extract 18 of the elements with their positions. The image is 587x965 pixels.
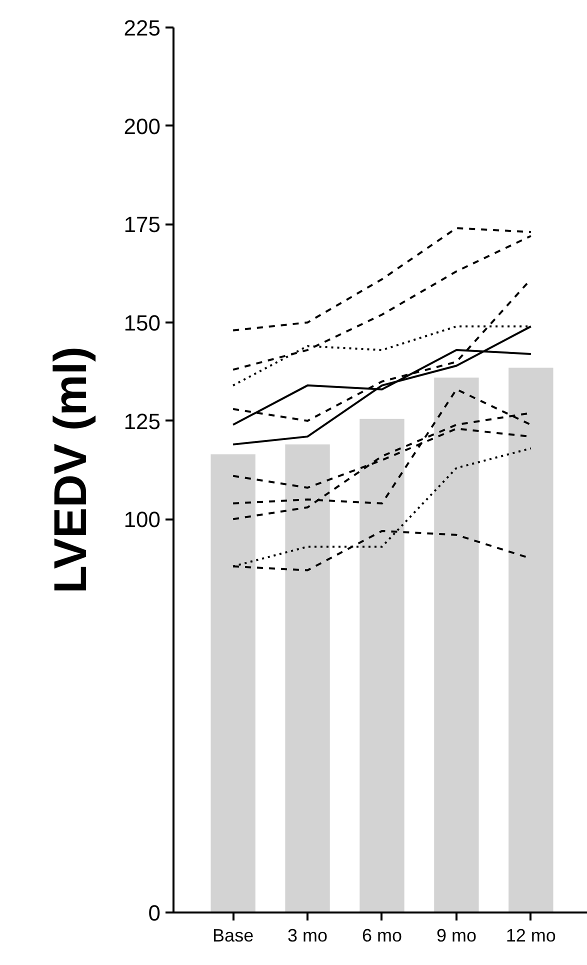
y-tick-label: 150 <box>124 310 161 336</box>
bar <box>508 368 554 912</box>
y-tick-label: 100 <box>124 507 161 532</box>
x-tick-label: 9 mo <box>436 926 476 946</box>
bar <box>210 454 256 912</box>
x-tick-label: Base <box>212 926 254 946</box>
bar <box>360 418 404 912</box>
y-tick-label: 175 <box>124 212 161 238</box>
y-tick-label: 225 <box>124 16 161 40</box>
bar <box>434 378 479 912</box>
y-tick-label: 125 <box>124 408 161 434</box>
x-tick-label: 12 mo <box>506 926 556 946</box>
x-tick-label: 3 mo <box>288 926 328 946</box>
x-tick-label: 6 mo <box>362 926 402 946</box>
y-tick-label: 0 <box>148 900 161 926</box>
bar <box>285 444 330 912</box>
y-axis-title: LVEDV (ml) <box>44 346 96 594</box>
y-tick-label: 200 <box>124 114 161 139</box>
